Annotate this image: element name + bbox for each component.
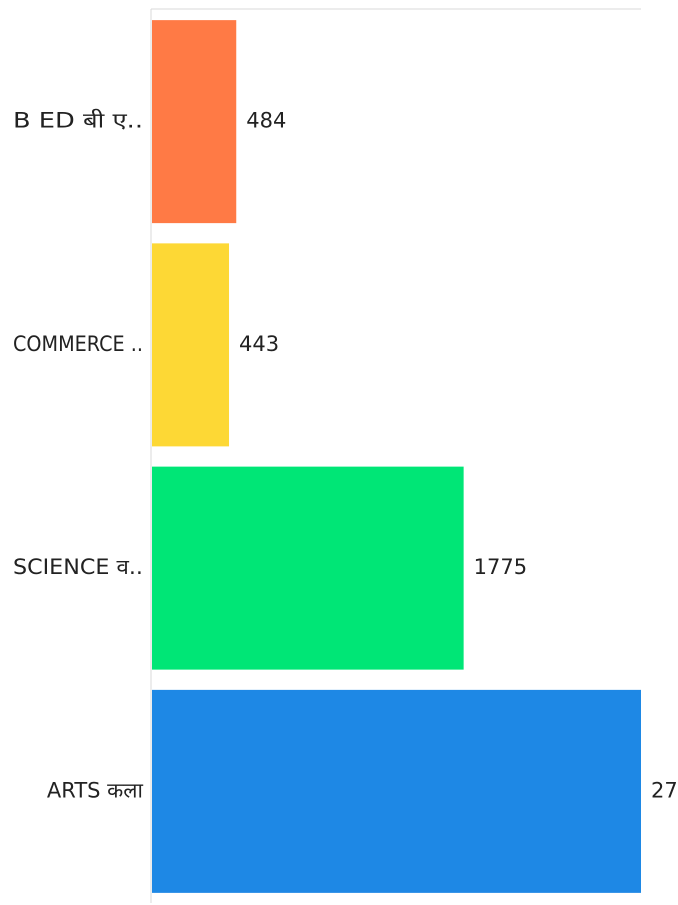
value-label-0: 484	[246, 109, 286, 133]
bar-3[interactable]	[152, 689, 641, 893]
category-label-1: COMMERCE ..	[13, 332, 143, 356]
value-label-3: 27	[651, 778, 678, 802]
value-label-2: 1775	[474, 555, 527, 579]
value-label-1: 443	[239, 332, 279, 356]
category-labels: B ED बी ए.. COMMERCE .. SCIENCE व.. ARTS कल…	[13, 109, 144, 803]
bar-1[interactable]	[152, 243, 230, 447]
value-labels: 484 443 1775 27	[239, 109, 678, 803]
category-label-0: B ED बी ए..	[13, 109, 143, 133]
category-label-2: SCIENCE व..	[13, 555, 143, 579]
bars-group	[152, 20, 641, 893]
category-label-3: ARTS कला	[47, 778, 144, 802]
bar-2[interactable]	[152, 466, 464, 670]
bar-0[interactable]	[152, 20, 237, 224]
